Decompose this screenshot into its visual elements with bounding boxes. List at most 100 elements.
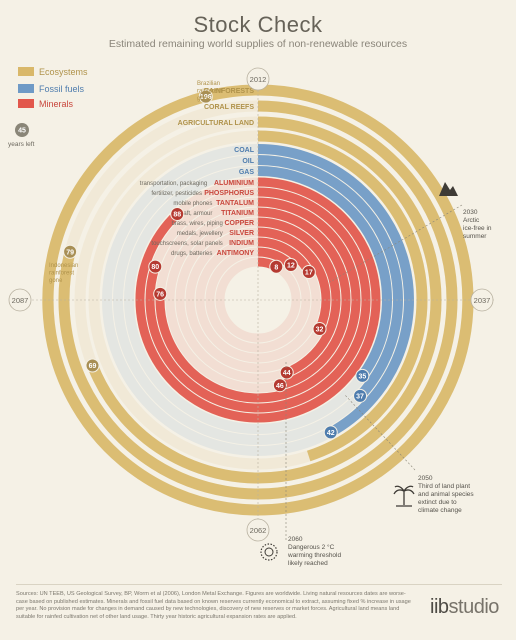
brazil-note: Brazilian rainforest gone (197, 81, 222, 102)
resource-label: COAL (234, 147, 255, 154)
year-mark-top-label: 2012 (250, 75, 267, 84)
palm-tree-icon (393, 485, 415, 507)
legend-swatch (18, 67, 34, 76)
mineral-badge (153, 286, 168, 301)
legend-item-minerals: Minerals (18, 99, 73, 109)
mineral-badge (283, 258, 298, 273)
arctic-note: 2030 Arctic ice-free in summer (463, 209, 492, 240)
mineral-use-label: brass, wires, piping (171, 221, 222, 227)
year-mark-bottom (246, 518, 270, 542)
legend-swatch (18, 99, 34, 108)
mineral-label: TANTALUM (216, 200, 254, 207)
mineral-badge (170, 206, 185, 221)
fossil-ring-oil (257, 155, 404, 400)
brand-logo: iibstudio (430, 596, 499, 619)
mineral-use-label: medals, jewellery (177, 231, 223, 237)
minerals-ring-titanium (257, 207, 351, 390)
mineral-badge (272, 378, 287, 393)
fossil-value: 37 (356, 393, 364, 400)
page-title: Stock Check (193, 12, 323, 37)
minerals-ring-tantalum (155, 197, 361, 403)
mineral-badge (148, 259, 163, 274)
years-left-caption: years left (8, 141, 35, 148)
mineral-badge (312, 321, 327, 336)
resource-label: OIL (242, 158, 254, 165)
minerals-ring-silver (257, 227, 331, 331)
year-mark-top (246, 67, 270, 91)
resource-label: AGRICULTURAL LAND (178, 120, 254, 127)
mineral-label: COPPER (224, 220, 254, 227)
year-mark-bottom-label: 2062 (250, 526, 267, 535)
mineral-value: 32 (316, 327, 324, 334)
coral-value: 69 (89, 363, 97, 370)
year-mark-left-label: 2087 (12, 296, 29, 305)
fossil-badge (323, 425, 338, 440)
ecosystems-ring-agricultural-land (257, 130, 428, 462)
mineral-label: PHOSPHORUS (204, 190, 254, 197)
agri-badge (15, 123, 29, 137)
mineral-use-label: mobile phones (173, 201, 212, 207)
year-mark-right-label: 2037 (474, 296, 491, 305)
brand-bold: iib (430, 596, 449, 618)
mineral-value: 8 (274, 264, 278, 271)
mineral-label: INDIUM (229, 240, 254, 247)
year-mark-left (8, 288, 32, 312)
ecosystems-ring-rainforests (42, 84, 474, 516)
fossil-ring-coal (257, 144, 414, 437)
resource-label: CORAL REEFS (204, 104, 254, 111)
mineral-label: ANTIMONY (217, 250, 255, 257)
brazil-badge (198, 89, 213, 104)
fossil-ring-gas (257, 166, 392, 379)
fossil-badge (355, 368, 370, 383)
mineral-use-label: fertilizer, pesticides (151, 191, 202, 197)
indonesia-note: Indonesian rainforest gone (49, 263, 78, 284)
mineral-use-label: touchscreens, solar panels (151, 241, 222, 247)
warming-note: 2060 Dangerous 2 °C warming threshold likel… (287, 536, 341, 567)
mineral-label: TITANIUM (221, 210, 254, 217)
ecosystems-ring-rainforests (58, 100, 458, 500)
mineral-value: 17 (305, 270, 313, 277)
mineral-badge (301, 265, 316, 280)
sun-icon (260, 543, 278, 561)
extinction-note: 2050 Third of land plant and animal specie… (418, 475, 474, 514)
indonesia-value: 79 (66, 249, 74, 256)
iceberg-icon (439, 182, 458, 196)
mineral-badge (269, 259, 284, 274)
minerals-ring-aluminium (135, 177, 381, 423)
minerals-ring-phosphorus (145, 187, 371, 413)
brazil-value: 196 (200, 94, 212, 101)
legend-label: Fossil fuels (39, 84, 85, 94)
fossil-badge (353, 388, 368, 403)
legend-item-ecosystems: Ecosystems (18, 67, 88, 77)
mineral-value: 44 (283, 370, 291, 377)
extinction-leader (344, 394, 416, 471)
fossil-value: 42 (327, 430, 335, 437)
legend-label: Minerals (39, 99, 74, 109)
minerals-ring-copper (257, 217, 341, 377)
brand-thin: studio (448, 596, 500, 618)
arctic-leader (329, 204, 463, 283)
mineral-value: 80 (151, 264, 159, 271)
mineral-value: 76 (156, 291, 164, 298)
page-subtitle: Estimated remaining world supplies of no… (108, 38, 408, 50)
sources-text: Sources: UN TEEB, US Geological Survey, … (16, 591, 411, 620)
mineral-use-label: transportation, packaging (140, 181, 207, 187)
mineral-label: SILVER (229, 230, 254, 237)
agri-value: 45 (18, 128, 26, 135)
mineral-badge (279, 365, 294, 380)
mineral-value: 12 (287, 263, 295, 270)
mineral-value: 88 (173, 212, 181, 219)
sun-icon-core (264, 547, 274, 557)
legend-swatch (18, 84, 34, 93)
mineral-use-label: drugs, batteries (171, 251, 212, 257)
fossil-value: 35 (358, 373, 366, 380)
mineral-label: ALUMINIUM (214, 180, 254, 187)
legend-item-fossil-fuels: Fossil fuels (18, 84, 84, 94)
legend-label: Ecosystems (39, 67, 88, 77)
year-mark-right (470, 288, 494, 312)
coral-badge (85, 358, 100, 373)
resource-label: RAINFORESTS (204, 88, 255, 95)
mineral-value: 46 (276, 383, 284, 390)
ecosystems-ring-coral-reefs (87, 116, 442, 484)
